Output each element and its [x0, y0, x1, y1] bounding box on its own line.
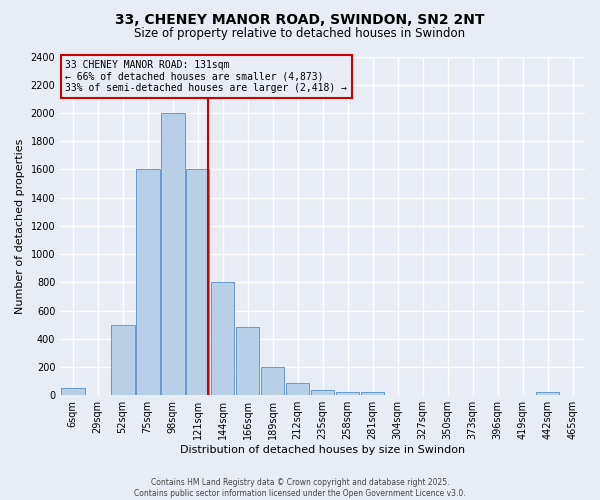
X-axis label: Distribution of detached houses by size in Swindon: Distribution of detached houses by size … [180, 445, 465, 455]
Bar [61, 388, 85, 395]
Bar [111, 324, 134, 395]
Text: Size of property relative to detached houses in Swindon: Size of property relative to detached ho… [134, 28, 466, 40]
Bar [186, 170, 209, 395]
Bar [311, 390, 334, 395]
Text: Contains HM Land Registry data © Crown copyright and database right 2025.
Contai: Contains HM Land Registry data © Crown c… [134, 478, 466, 498]
Bar [386, 394, 409, 395]
Text: 33, CHENEY MANOR ROAD, SWINDON, SN2 2NT: 33, CHENEY MANOR ROAD, SWINDON, SN2 2NT [115, 12, 485, 26]
Text: 33 CHENEY MANOR ROAD: 131sqm
← 66% of detached houses are smaller (4,873)
33% of: 33 CHENEY MANOR ROAD: 131sqm ← 66% of de… [65, 60, 347, 93]
Y-axis label: Number of detached properties: Number of detached properties [15, 138, 25, 314]
Bar [136, 170, 160, 395]
Bar [286, 383, 310, 395]
Bar [236, 328, 259, 395]
Bar [410, 394, 434, 395]
Bar [361, 392, 385, 395]
Bar [211, 282, 235, 395]
Bar [536, 392, 559, 395]
Bar [336, 392, 359, 395]
Bar [161, 113, 185, 395]
Bar [261, 367, 284, 395]
